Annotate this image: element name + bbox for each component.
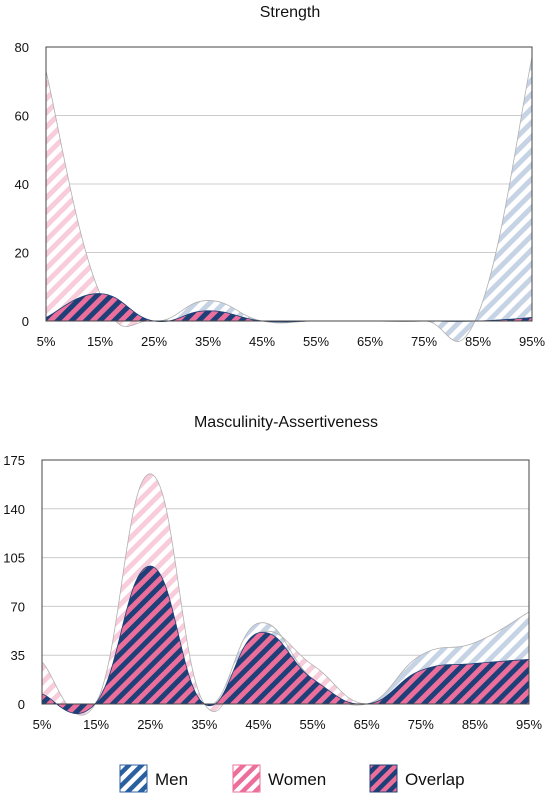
legend-label-women: Women [268, 770, 326, 789]
x-tick-label: 65% [357, 334, 383, 349]
y-tick-label: 35 [11, 648, 25, 663]
x-tick-label: 95% [519, 334, 545, 349]
y-tick-label: 60 [15, 109, 29, 124]
women-area [46, 70, 532, 327]
legend: Men Women Overlap [119, 764, 465, 793]
y-tick-labels: 0 20 40 60 80 [15, 40, 29, 329]
y-tick-label: 0 [18, 697, 25, 712]
plot-border [41, 459, 530, 705]
y-tick-label: 140 [3, 502, 25, 517]
x-tick-label: 25% [137, 717, 163, 732]
overlap-icon [369, 764, 398, 793]
plot-border [45, 46, 533, 322]
masculinity-assertiveness-chart: Masculinity-Assertiveness 0 35 70 105 140 175… [3, 414, 542, 732]
x-tick-label: 35% [191, 717, 217, 732]
y-tick-label: 0 [22, 314, 29, 329]
chart-title: Strength [260, 4, 320, 21]
strength-chart: Strength 0 20 40 60 80 5% 15% 25% 35% 45% 55% 65% 7… [15, 4, 546, 349]
women-icon [232, 764, 261, 793]
series-areas [45, 57, 533, 342]
women-outline [45, 70, 533, 327]
y-tick-label: 105 [3, 551, 25, 566]
legend-item-women: Women [232, 764, 326, 793]
overlap-area [45, 293, 533, 323]
legend-label-men: Men [155, 770, 188, 789]
x-tick-labels: 5% 15% 25% 35% 45% 55% 65% 75% 85% 95% [37, 334, 546, 349]
x-tick-label: 45% [245, 717, 271, 732]
y-tick-labels: 0 35 70 105 140 175 [3, 453, 25, 712]
x-tick-label: 75% [408, 717, 434, 732]
men-area [46, 57, 532, 342]
x-tick-label: 55% [303, 334, 329, 349]
x-tick-label: 5% [33, 717, 52, 732]
series-areas [41, 473, 530, 716]
y-tick-label: 70 [11, 599, 25, 614]
plot-frame [41, 459, 530, 705]
x-tick-label: 55% [300, 717, 326, 732]
x-tick-label: 45% [249, 334, 275, 349]
y-tick-label: 175 [3, 453, 25, 468]
y-tick-label: 20 [15, 246, 29, 261]
x-tick-labels: 5% 15% 25% 35% 45% 55% 65% 75% 85% 95% [33, 717, 543, 732]
legend-item-overlap: Overlap [369, 764, 465, 793]
plot-frame [45, 46, 533, 322]
x-tick-label: 5% [37, 334, 56, 349]
chart-title: Masculinity-Assertiveness [194, 414, 378, 431]
gridlines [46, 46, 532, 253]
overlap-area [41, 565, 530, 714]
men-icon [119, 764, 148, 793]
x-tick-label: 85% [462, 717, 488, 732]
x-tick-label: 15% [83, 717, 109, 732]
x-tick-label: 35% [195, 334, 221, 349]
x-tick-label: 75% [411, 334, 437, 349]
x-tick-label: 65% [354, 717, 380, 732]
x-tick-label: 15% [87, 334, 113, 349]
legend-item-men: Men [119, 764, 188, 793]
x-tick-label: 95% [516, 717, 542, 732]
x-tick-label: 85% [465, 334, 491, 349]
y-tick-label: 80 [15, 40, 29, 55]
y-tick-label: 40 [15, 177, 29, 192]
men-outline [45, 57, 533, 342]
legend-label-overlap: Overlap [405, 770, 465, 789]
x-tick-label: 25% [141, 334, 167, 349]
